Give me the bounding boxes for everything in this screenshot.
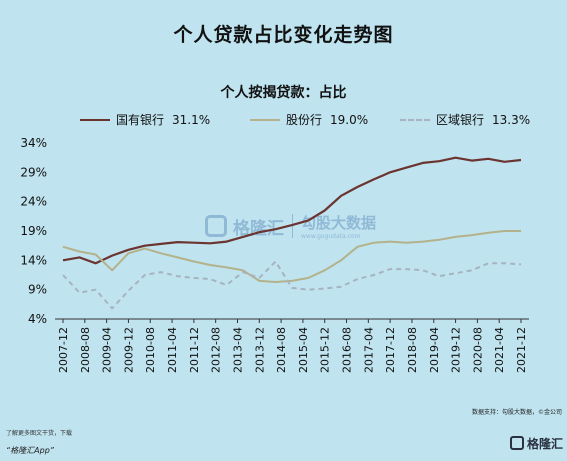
x-tick-label-7: 2012-08 <box>210 327 223 373</box>
brand-name: 格隆汇 <box>526 436 563 451</box>
y-tick-label-4: 24% <box>20 195 47 209</box>
legend-label-regional-banks: 区域银行 <box>436 113 485 127</box>
x-tick-label-0: 2007-12 <box>57 327 70 373</box>
watermark-right-title: 勾股大数据 <box>301 214 377 232</box>
series-line-state-banks <box>62 156 522 265</box>
legend-swatch-regional-banks <box>400 118 430 121</box>
y-tick-label-6: 34% <box>20 136 47 150</box>
legend-swatch-joint-stock-banks <box>250 118 280 121</box>
y-tick-label-5: 29% <box>20 165 47 179</box>
chart-title: 个人按揭贷款：占比 <box>220 85 347 101</box>
brand-logo-icon <box>509 436 524 450</box>
legend-value-joint-stock-banks: 19.0% <box>330 112 369 127</box>
x-tick-label-3: 2009-12 <box>122 327 135 373</box>
watermark-right-sub: www.gogudata.com <box>301 233 361 240</box>
x-tick-label-4: 2010-08 <box>144 327 157 373</box>
x-tick-label-8: 2013-04 <box>231 327 244 373</box>
x-tick-label-5: 2011-04 <box>166 327 179 373</box>
series-line-regional-banks <box>62 260 522 310</box>
footer-download-text: 了解更多图文干货，下载 <box>6 430 73 437</box>
x-tick-label-15: 2017-12 <box>384 327 397 373</box>
x-tick-label-20: 2021-04 <box>493 327 506 373</box>
footer-app-name: “格隆汇App” <box>6 446 54 455</box>
x-tick-label-2: 2009-04 <box>101 327 114 373</box>
x-tick-label-1: 2008-08 <box>79 327 92 373</box>
x-tick-label-16: 2018-08 <box>406 327 419 373</box>
legend-value-regional-banks: 13.3% <box>492 112 531 127</box>
x-tick-label-14: 2017-04 <box>362 327 375 373</box>
legend-value-state-banks: 31.1% <box>172 112 211 127</box>
legend-label-joint-stock-banks: 股份行 <box>286 113 323 127</box>
legend-label-state-banks: 国有银行 <box>116 113 165 127</box>
x-tick-label-19: 2020-08 <box>471 327 484 373</box>
y-tick-label-2: 14% <box>20 253 47 267</box>
legend-item-regional-banks: 区域银行 13.3% <box>400 111 530 128</box>
brand-logo: 格隆汇 <box>497 432 563 454</box>
series-line-joint-stock-banks <box>62 230 521 283</box>
x-tick-label-9: 2013-12 <box>253 327 266 373</box>
x-tick-label-18: 2019-12 <box>450 327 463 373</box>
watermark-name: 格隆汇 <box>233 218 284 239</box>
x-tick-label-10: 2014-08 <box>275 327 288 373</box>
legend-item-state-banks: 国有银行 31.1% <box>80 111 210 128</box>
legend-item-joint-stock-banks: 股份行 19.0% <box>250 111 368 128</box>
data-source: 数据支持：勾股大数据，©金公司 <box>471 409 562 416</box>
x-tick-label-21: 2021-12 <box>515 327 528 373</box>
x-tick-label-6: 2011-12 <box>188 327 201 373</box>
watermark-right: 勾股大数据 www.gogudata.com <box>301 212 376 240</box>
y-tick-label-3: 19% <box>20 224 47 238</box>
y-tick-label-1: 9% <box>28 283 47 297</box>
watermark-logo-icon <box>205 215 227 237</box>
legend: 国有银行 31.1% 股份行 19.0% 区域银行 13.3% <box>80 111 560 131</box>
x-tick-label-17: 2019-04 <box>428 327 441 373</box>
y-tick-label-0: 4% <box>28 312 47 326</box>
x-tick-label-11: 2015-04 <box>297 327 310 373</box>
x-tick-label-13: 2016-08 <box>341 327 354 373</box>
x-tick-label-12: 2015-12 <box>319 327 332 373</box>
legend-swatch-state-banks <box>80 118 110 121</box>
page-title: 个人贷款占比变化走势图 <box>173 24 394 46</box>
